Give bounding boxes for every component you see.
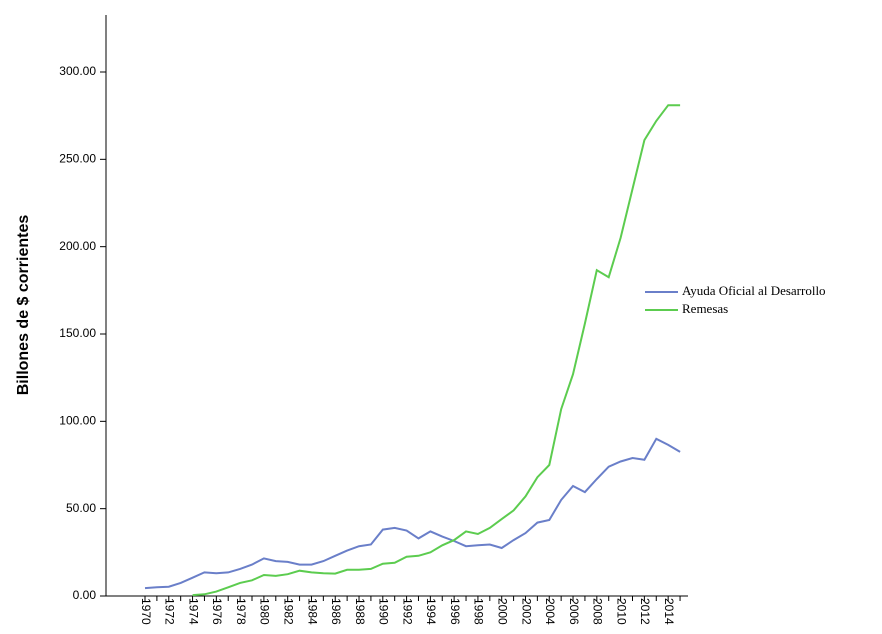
x-tick-label: 2002 — [519, 598, 533, 625]
x-tick-label: 1992 — [400, 598, 414, 625]
x-tick-label: 1994 — [424, 598, 438, 625]
x-tick-label: 1984 — [305, 598, 319, 625]
y-tick-label: 50.00 — [66, 501, 96, 515]
series-line — [192, 104, 681, 597]
x-tick-label: 1998 — [472, 598, 486, 625]
x-tick-label: 2004 — [543, 598, 557, 625]
x-tick-label: 2010 — [614, 598, 628, 625]
x-tick-label: 2012 — [638, 598, 652, 625]
y-tick-label: 150.00 — [59, 326, 96, 340]
x-tick-label: 2006 — [567, 598, 581, 625]
legend-label: Remesas — [682, 301, 728, 316]
x-tick-label: 1990 — [377, 598, 391, 625]
x-tick-label: 1986 — [329, 598, 343, 625]
y-tick-label: 250.00 — [59, 152, 96, 166]
x-tick-label: 2008 — [591, 598, 605, 625]
x-tick-label: 1988 — [353, 598, 367, 625]
x-tick-label: 1980 — [258, 598, 272, 625]
x-tick-label: 1972 — [163, 598, 177, 625]
legend-label: Ayuda Oficial al Desarrollo — [682, 283, 826, 298]
y-axis-label: Billones de $ corrientes — [15, 215, 32, 396]
x-tick-label: 1970 — [139, 598, 153, 625]
series-line — [144, 437, 681, 590]
y-tick-label: 0.00 — [73, 588, 97, 602]
x-tick-label: 2014 — [662, 598, 676, 625]
x-tick-label: 1978 — [234, 598, 248, 625]
x-tick-label: 1982 — [282, 598, 296, 625]
y-tick-label: 300.00 — [59, 64, 96, 78]
y-tick-label: 200.00 — [59, 239, 96, 253]
x-tick-label: 1996 — [448, 598, 462, 625]
x-tick-label: 1974 — [186, 598, 200, 625]
x-tick-label: 2000 — [496, 598, 510, 625]
x-tick-label: 1976 — [210, 598, 224, 625]
y-tick-label: 100.00 — [59, 414, 96, 428]
